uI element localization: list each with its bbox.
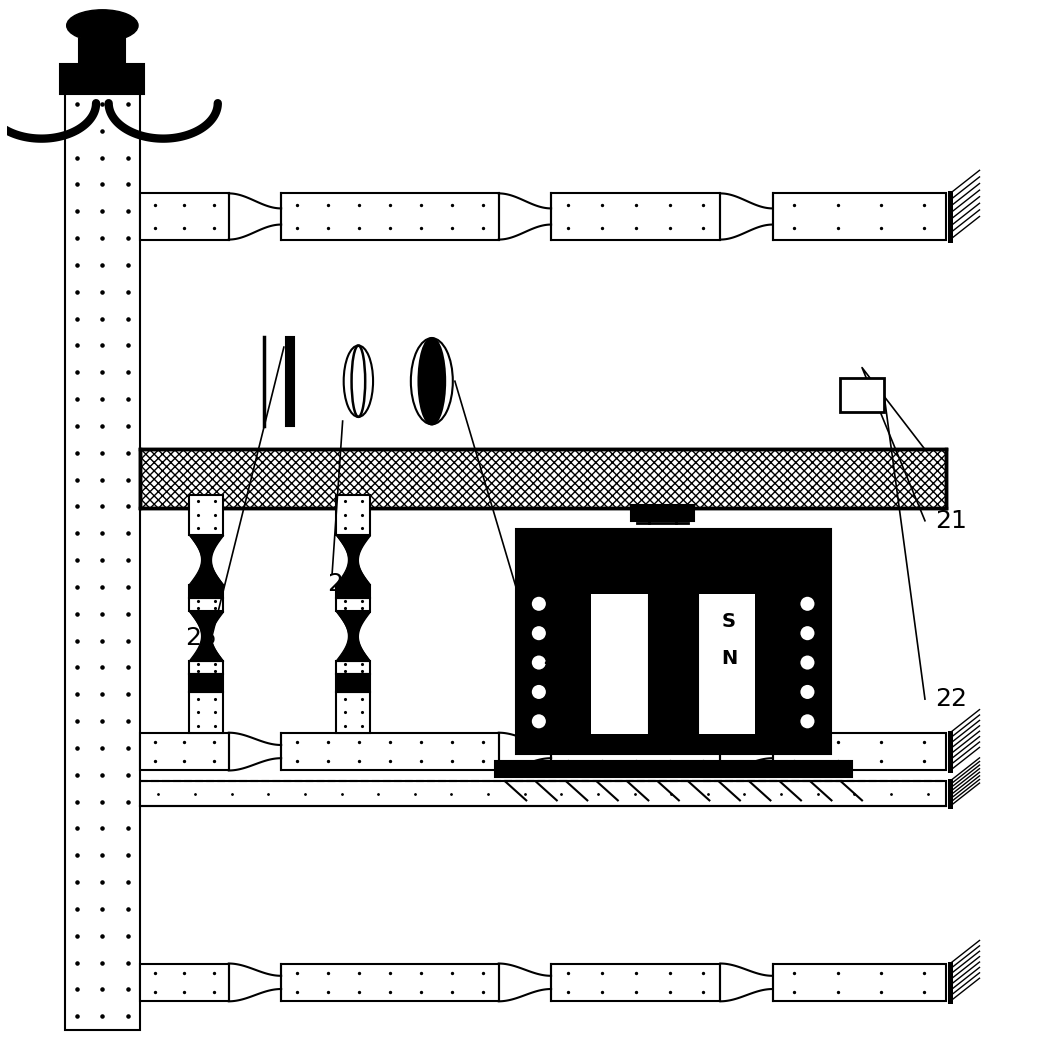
Circle shape [532,654,546,670]
Bar [281,732,499,770]
Bar [336,674,370,692]
Bar [140,781,946,806]
Bar [140,732,229,770]
Bar [189,661,223,674]
Bar [140,194,229,240]
Bar [336,661,370,674]
Circle shape [532,684,546,700]
Bar [189,585,223,598]
Circle shape [532,625,546,641]
Bar [286,337,294,426]
Bar [648,594,697,734]
Circle shape [532,713,546,729]
Bar [773,964,946,1002]
Bar [281,964,499,1002]
Text: 23: 23 [542,645,574,669]
Bar [281,194,499,240]
Bar [336,598,370,611]
Bar [140,964,229,1002]
Ellipse shape [352,345,366,417]
Text: 22: 22 [935,687,967,711]
Bar [336,494,370,535]
Bar [773,194,946,240]
Circle shape [799,654,815,670]
Bar [189,692,223,732]
Bar [631,505,694,521]
Ellipse shape [419,338,445,424]
Bar [551,732,721,770]
Bar [494,761,851,777]
Bar [61,64,145,94]
Text: 21: 21 [935,509,967,532]
Bar [551,194,721,240]
Text: 24: 24 [327,571,359,595]
Bar [591,594,755,734]
Bar [336,585,370,598]
Bar [189,598,223,611]
Bar [189,494,223,535]
Circle shape [799,684,815,700]
Text: 25: 25 [185,626,217,650]
Ellipse shape [67,9,138,41]
Bar [65,90,140,1030]
Circle shape [532,595,546,611]
Bar [551,964,721,1002]
Bar [773,732,946,770]
Bar [189,674,223,692]
Text: S: S [722,612,736,631]
Bar [140,449,946,508]
Bar [516,528,830,754]
Circle shape [799,625,815,641]
Text: N: N [721,648,737,668]
Circle shape [799,595,815,611]
Bar [703,600,755,681]
Circle shape [799,713,815,729]
Bar [80,39,125,64]
Bar [336,692,370,732]
Bar [840,378,884,411]
